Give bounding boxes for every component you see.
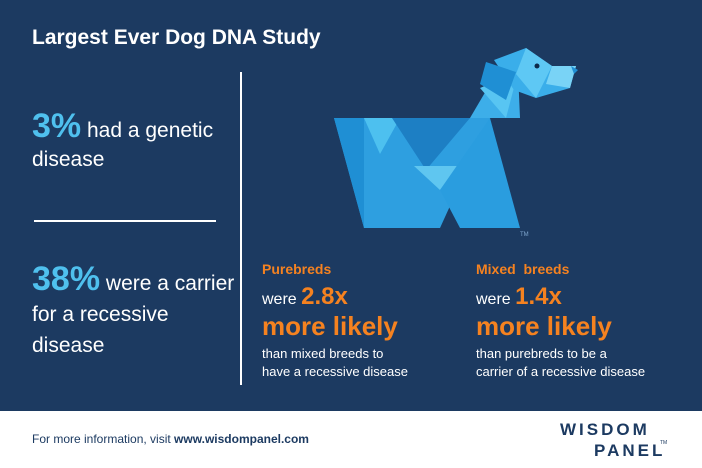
origami-dog-icon: [334, 48, 578, 228]
main-panel: [0, 0, 702, 411]
mixed-breeds-were: were: [476, 291, 516, 308]
mixed-breeds-description-line1: than purebreds to be a: [476, 346, 607, 361]
purebreds-likely: more likely: [262, 311, 398, 341]
dog-chest-shape: [414, 166, 458, 190]
logo-line1: WISDOM: [560, 420, 650, 439]
dog-face-shape: [516, 48, 552, 98]
mixed-breeds-description: than purebreds to be a carrier of a rece…: [476, 345, 645, 381]
trademark-mark: TM: [520, 232, 529, 238]
dog-belly-shape: [392, 118, 470, 170]
stat-genetic-disease: 3% had a genetic disease: [32, 109, 232, 174]
page-title: Largest Ever Dog DNA Study: [32, 26, 321, 49]
logo-tm: TM: [660, 440, 668, 446]
dog-ear-shape: [480, 62, 516, 100]
purebreds-heading: Purebreds: [262, 261, 332, 277]
mixed-breeds-comparison: were 1.4x: [476, 283, 645, 311]
stat-genetic-disease-value: 3%: [32, 107, 82, 145]
purebreds-description: than mixed breeds to have a recessive di…: [262, 345, 408, 381]
wisdom-panel-logo: WISDOM PANEL TM: [560, 420, 680, 464]
purebreds-were: were: [262, 291, 302, 308]
dog-snout-shape: [546, 66, 576, 88]
purebreds-multiplier: 2.8x: [301, 283, 348, 310]
footer: [0, 411, 702, 468]
purebreds-description-line2: have a recessive disease: [262, 364, 408, 379]
stat-carrier-value: 38%: [32, 260, 101, 298]
mixed-breeds-stat: Mixed breeds were 1.4x more likely than …: [476, 261, 645, 381]
logo-line2: PANEL: [594, 441, 666, 460]
horizontal-divider: [34, 220, 216, 222]
purebreds-comparison: were 2.8x: [262, 283, 408, 311]
mixed-breeds-description-line2: carrier of a recessive disease: [476, 364, 646, 379]
stat-carrier: 38% were a carrier for a recessive disea…: [32, 262, 242, 361]
dog-hip-shape: [364, 118, 400, 154]
mixed-breeds-multiplier: 1.4x: [515, 283, 562, 310]
dog-back-leg-shape: [334, 118, 364, 228]
dog-eye: [534, 63, 540, 69]
vertical-divider: [240, 72, 242, 385]
purebreds-stat: Purebreds were 2.8x more likely than mix…: [262, 261, 408, 381]
mixed-breeds-likely: more likely: [476, 311, 612, 341]
purebreds-description-line1: than mixed breeds to: [262, 346, 384, 361]
footer-link[interactable]: www.wisdompanel.com: [174, 432, 309, 446]
dog-nose: [571, 66, 578, 74]
stat-genetic-disease-text: had a genetic disease: [32, 119, 214, 171]
footer-info: For more information, visit www.wisdompa…: [32, 432, 309, 446]
stat-carrier-text: were a carrier for a recessive disease: [32, 272, 235, 357]
mixed-breeds-heading: Mixed breeds: [476, 261, 570, 277]
dog-front-leg-shape: [440, 118, 520, 228]
footer-info-text: For more information, visit: [32, 432, 175, 446]
